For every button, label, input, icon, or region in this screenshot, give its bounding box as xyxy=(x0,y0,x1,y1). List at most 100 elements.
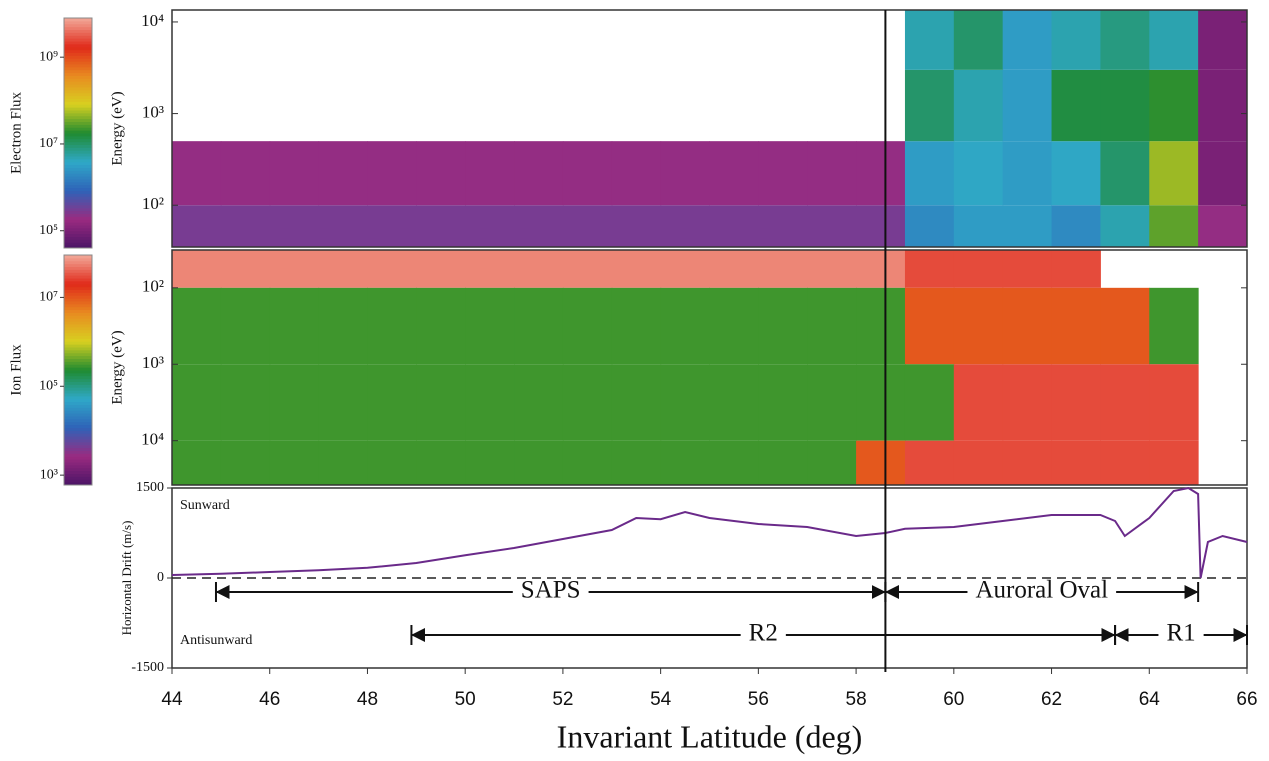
heatmap-cell xyxy=(611,364,662,441)
colorbar-swatch xyxy=(64,459,92,463)
heatmap-cell xyxy=(856,250,906,288)
colorbar-swatch xyxy=(64,227,92,232)
heatmap-cell xyxy=(953,250,1004,288)
colorbar-swatch xyxy=(64,364,92,368)
heatmap-cell xyxy=(611,250,662,288)
y-tick-label: 10⁴ xyxy=(141,430,164,449)
colorbar-swatch xyxy=(64,306,92,311)
heatmap-cell xyxy=(1198,141,1248,206)
x-tick-label: 46 xyxy=(259,689,280,710)
heatmap-cell xyxy=(172,141,222,206)
colorbar-swatch xyxy=(64,266,92,270)
colorbar-swatch xyxy=(64,473,92,477)
x-tick-label: 54 xyxy=(650,689,672,710)
colorbar-swatch xyxy=(64,436,92,440)
heatmap-cell xyxy=(758,141,808,206)
span-label: Auroral Oval xyxy=(975,577,1108,604)
colorbar-swatch xyxy=(64,112,92,117)
colorbar-swatch xyxy=(64,381,92,385)
heatmap-cell xyxy=(465,440,515,485)
heatmap-cell xyxy=(611,287,662,365)
heatmap-cell xyxy=(465,364,515,441)
colorbar-swatch xyxy=(64,255,92,259)
heatmap-cell xyxy=(611,205,662,247)
colorbar-swatch xyxy=(64,58,92,62)
colorbar-swatch xyxy=(64,26,92,30)
colorbar-swatch xyxy=(64,370,92,374)
heatmap-cell xyxy=(611,440,662,485)
colorbar-swatch xyxy=(64,257,92,262)
colorbar-swatch xyxy=(64,375,92,380)
heatmap-cell xyxy=(904,287,955,365)
span-label-bg xyxy=(967,586,1117,598)
colorbar-swatch xyxy=(64,110,92,114)
heatmap-cell xyxy=(807,364,857,441)
colorbar-swatch xyxy=(64,321,92,325)
x-tick-label: 62 xyxy=(1041,689,1062,710)
x-tick-label: 64 xyxy=(1139,689,1161,710)
colorbar-swatch xyxy=(64,230,92,235)
heatmap-cell xyxy=(1002,10,1053,70)
heatmap-cell xyxy=(1002,440,1053,485)
heatmap-cell xyxy=(172,205,222,247)
heatmap-cell xyxy=(367,205,417,247)
colorbar-swatch xyxy=(64,395,92,400)
colorbar-swatch xyxy=(64,52,92,56)
heatmap-cell xyxy=(904,440,955,485)
colorbar-swatch xyxy=(64,23,92,28)
colorbar-swatch xyxy=(64,315,92,319)
y-tick-label: -1500 xyxy=(131,660,164,675)
colorbar-swatch xyxy=(64,158,92,163)
heatmap-cell xyxy=(660,287,710,365)
colorbar-swatch xyxy=(64,479,92,483)
colorbar-swatch xyxy=(64,329,92,334)
colorbar-swatch xyxy=(64,390,92,394)
x-tick-label: 48 xyxy=(357,689,378,710)
heatmap-cell xyxy=(562,440,613,485)
heatmap-cell xyxy=(514,440,564,485)
colorbar-swatch xyxy=(64,38,92,42)
x-tick-label: 66 xyxy=(1236,689,1257,710)
span-label: SAPS xyxy=(521,577,581,604)
heatmap-cell xyxy=(660,364,710,441)
y-tick-label: 10² xyxy=(142,194,164,213)
colorbar-swatch xyxy=(64,441,92,446)
colorbar-swatch xyxy=(64,202,92,206)
heatmap-cell xyxy=(856,141,906,206)
colorbar-swatch xyxy=(64,141,92,145)
colorbar-swatch xyxy=(64,367,92,371)
colorbar-swatch xyxy=(64,404,92,408)
colorbar-swatch xyxy=(64,219,92,223)
colorbar-swatch xyxy=(64,444,92,449)
heatmap-cell xyxy=(660,141,710,206)
colorbar-swatch xyxy=(64,130,92,134)
colorbar-swatch xyxy=(64,242,92,246)
colorbar-swatch xyxy=(64,179,92,183)
colorbar-swatch xyxy=(64,43,92,48)
heatmap-cell xyxy=(953,205,1004,247)
colorbar-swatch xyxy=(64,41,92,45)
colorbar-swatch xyxy=(64,173,92,177)
colorbar-swatch xyxy=(64,121,92,125)
colorbar-swatch xyxy=(64,335,92,339)
heatmap-cell xyxy=(465,141,515,206)
heatmap-cell xyxy=(1198,69,1248,142)
colorbar-swatch xyxy=(64,456,92,460)
colorbar-swatch xyxy=(64,78,92,82)
colorbar-swatch xyxy=(64,66,92,71)
colorbar-swatch xyxy=(64,301,92,305)
colorbar-swatch xyxy=(64,303,92,308)
heatmap-cell xyxy=(1198,205,1248,247)
heatmap-cell xyxy=(1051,69,1101,142)
heatmap-cell xyxy=(269,205,320,247)
colorbar-swatch xyxy=(64,161,92,166)
colorbar-swatch xyxy=(64,187,92,191)
y-tick-label: 10² xyxy=(142,277,164,296)
heatmap-cell xyxy=(807,440,857,485)
colorbar-swatch xyxy=(64,167,92,171)
colorbar-swatch xyxy=(64,150,92,154)
colorbar-swatch xyxy=(64,193,92,197)
heatmap-cell xyxy=(269,141,320,206)
colorbar-swatch xyxy=(64,135,92,140)
